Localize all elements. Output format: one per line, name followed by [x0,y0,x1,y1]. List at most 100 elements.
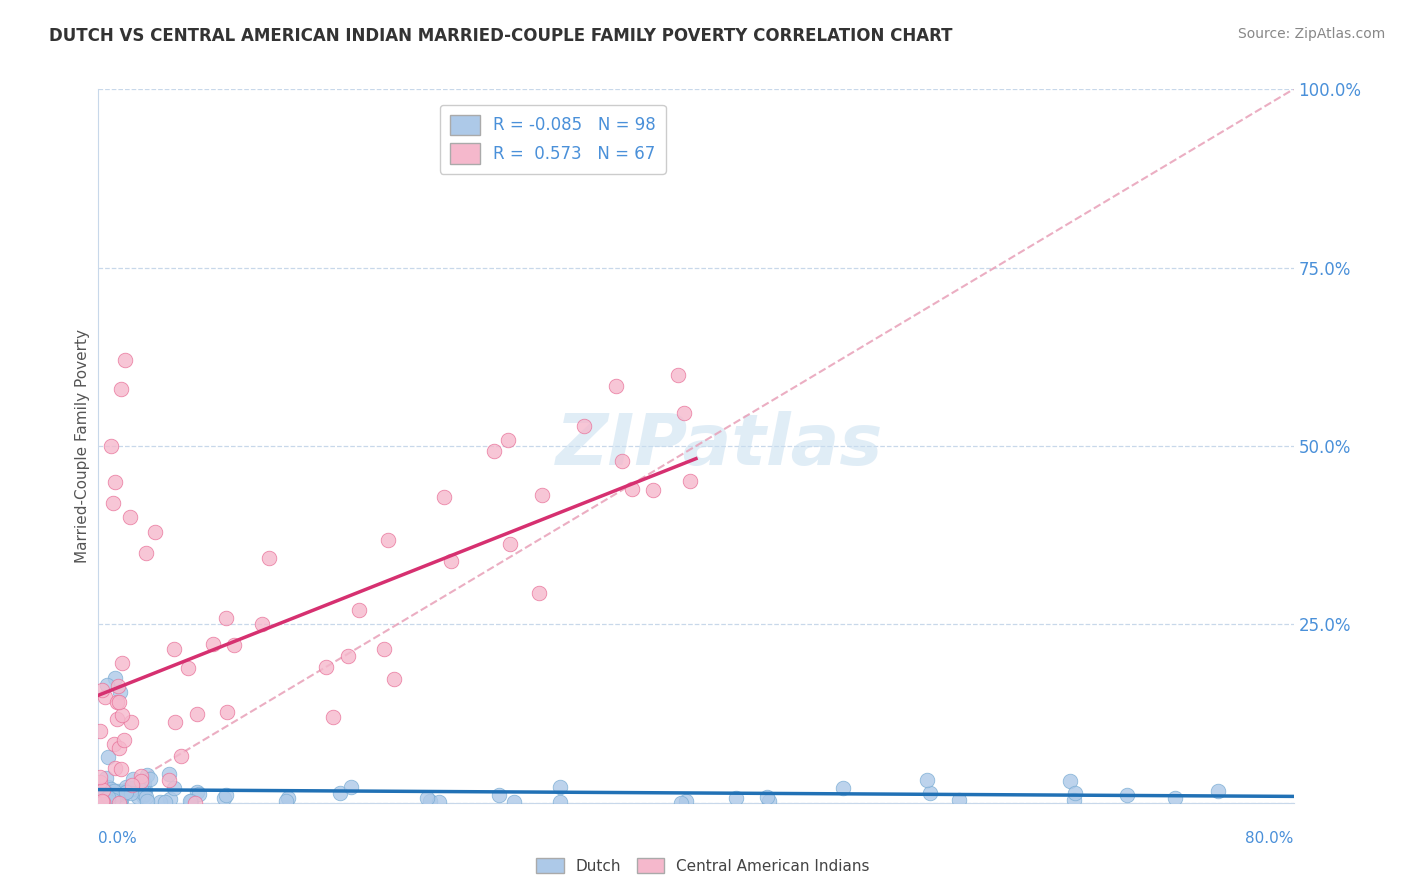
Point [135,546,157,560]
Point [115,783,138,797]
Point [382,673,405,687]
Point [548,795,571,809]
Point [104,671,127,685]
Point [672,406,695,420]
Point [530,488,553,502]
Point [104,475,127,489]
Point [114,785,136,799]
Point [129,769,152,783]
Point [93,795,115,809]
Point [94,783,117,797]
Point [124,781,146,796]
Point [101,792,124,806]
Point [120,786,142,800]
Point [621,482,644,496]
Point [440,554,463,568]
Point [118,510,141,524]
Y-axis label: Married-Couple Family Poverty: Married-Couple Family Poverty [75,329,90,563]
Text: 0.0%: 0.0% [98,831,138,847]
Point [610,454,633,468]
Point [605,379,627,393]
Point [337,649,360,664]
Point [322,710,344,724]
Point [110,382,132,396]
Point [90,788,112,802]
Point [107,679,129,693]
Point [94,791,117,805]
Point [679,474,702,488]
Point [121,772,143,786]
Point [136,767,159,781]
Point [1059,774,1081,789]
Point [105,787,128,801]
Point [93,793,115,807]
Point [274,794,297,808]
Point [132,789,155,804]
Point [222,638,245,652]
Point [89,785,111,799]
Point [340,780,363,794]
Point [114,353,136,368]
Point [101,795,124,809]
Text: 80.0%: 80.0% [1246,831,1294,847]
Point [484,444,506,458]
Point [108,787,131,801]
Point [1116,789,1139,803]
Point [108,685,131,699]
Point [90,794,112,808]
Point [666,368,689,382]
Point [186,706,208,721]
Point [93,795,115,809]
Point [186,785,208,799]
Point [915,773,938,788]
Point [105,712,128,726]
Point [135,789,157,804]
Point [1063,793,1085,807]
Point [179,794,201,808]
Point [89,782,111,797]
Point [127,789,149,804]
Point [108,794,131,808]
Point [120,714,142,729]
Point [163,714,186,729]
Point [416,790,439,805]
Point [217,705,239,719]
Point [110,762,132,776]
Point [108,794,131,808]
Point [132,776,155,790]
Point [548,780,571,795]
Point [201,637,224,651]
Point [496,434,519,448]
Point [96,678,118,692]
Point [103,737,125,751]
Point [163,641,186,656]
Point [170,748,193,763]
Point [121,778,143,792]
Point [180,793,202,807]
Point [90,791,112,805]
Point [212,791,235,805]
Point [349,603,371,617]
Point [427,796,450,810]
Point [117,784,139,798]
Point [108,740,131,755]
Point [103,496,125,510]
Point [215,789,238,803]
Point [373,642,395,657]
Point [89,794,111,808]
Point [257,550,280,565]
Point [97,794,120,808]
Text: Source: ZipAtlas.com: Source: ZipAtlas.com [1237,27,1385,41]
Point [89,794,111,808]
Point [134,783,156,797]
Point [329,785,352,799]
Point [110,707,132,722]
Point [91,785,114,799]
Point [132,787,155,801]
Point [90,682,112,697]
Point [89,795,111,809]
Point [948,793,970,807]
Point [104,761,127,775]
Point [1163,790,1185,805]
Point [90,789,112,803]
